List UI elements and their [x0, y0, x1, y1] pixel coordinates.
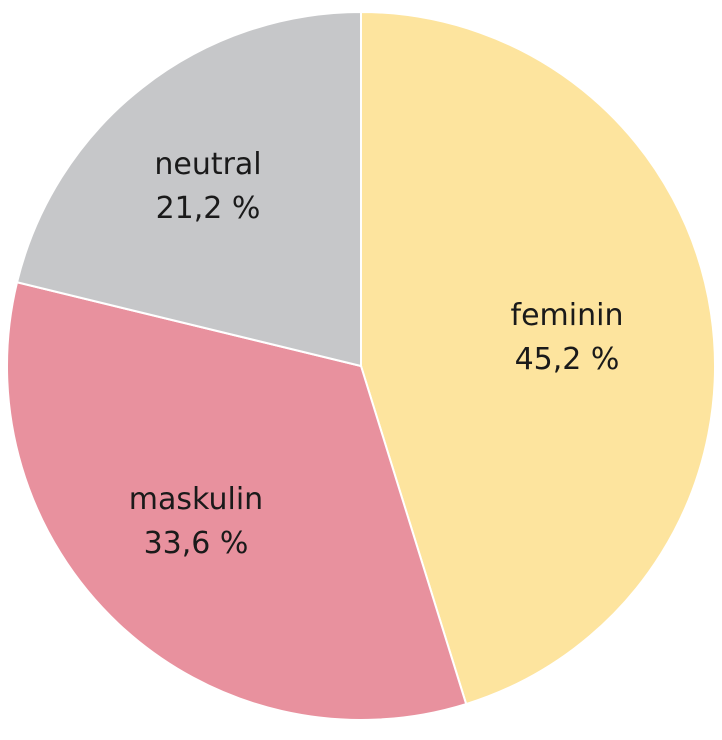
pie-slice-feminin: [360, 10, 716, 706]
pie-slice-maskulin: [6, 281, 468, 721]
slice-value-neutral: 21,2 %: [156, 191, 261, 226]
pie-slices: [6, 10, 716, 721]
pie-slice-neutral: [15, 10, 362, 368]
pie-labels: feminin 45,2 % maskulin 33,6 % neutral 21,2 %: [129, 147, 624, 561]
slice-label-feminin: feminin: [511, 298, 624, 333]
slice-label-neutral: neutral: [154, 147, 261, 182]
slice-value-maskulin: 33,6 %: [144, 526, 249, 561]
slice-label-maskulin: maskulin: [129, 482, 263, 517]
slice-value-feminin: 45,2 %: [515, 342, 620, 377]
